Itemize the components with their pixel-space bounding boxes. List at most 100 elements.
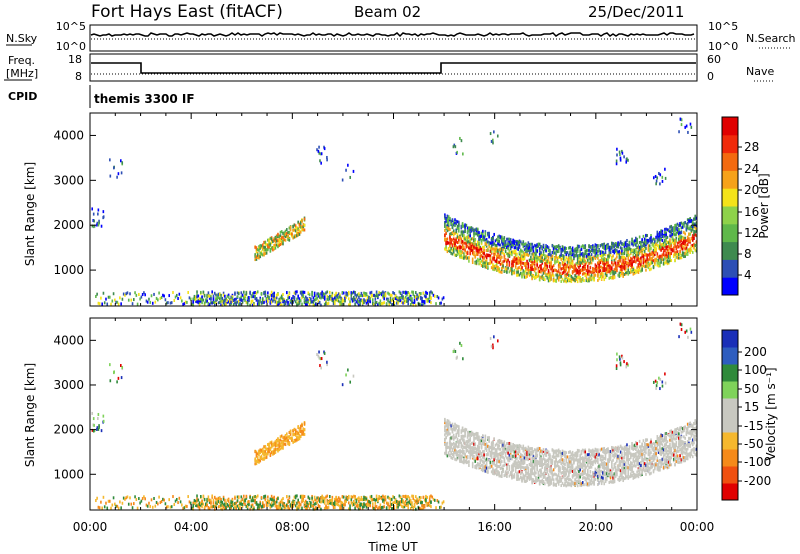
noise-left-tick-top: 10^5 [56,20,86,33]
power-cell [645,238,647,242]
velocity-cell [456,437,459,441]
power-cell [460,250,463,254]
power-cell [192,299,195,303]
power-cell [638,235,641,239]
power-cell [593,245,595,249]
power-cell [608,248,611,252]
power-cell [598,262,600,266]
power-cell [492,138,494,142]
velocity-cell [503,443,506,447]
power-cell [535,276,537,280]
power-cell [605,243,608,247]
power-cell [374,297,377,301]
velocity-cell [475,436,478,440]
power-cell [629,264,632,268]
power-cell [496,134,499,138]
power-cell [581,267,584,271]
power-cell [593,275,595,279]
velocity-cell [473,446,475,450]
power-cell [542,253,545,257]
power-cell [404,299,407,303]
power-cell [509,251,512,255]
power-cell [508,237,511,241]
velocity-cell [498,474,501,478]
power-cell [373,303,375,307]
power-cell [356,293,359,297]
power-cell [347,163,349,167]
velocity-cell [516,466,518,470]
power-cell [660,248,662,252]
velocity-cell [516,445,518,449]
power-cell [461,243,464,247]
power-cell [637,247,640,251]
velocity-cell [463,449,465,453]
power-cell [474,232,477,236]
velocity-cell [446,428,449,432]
power-cell [495,243,498,247]
power-cell [319,159,321,163]
power-cell [683,241,685,245]
power-cell [599,265,602,269]
power-cell [637,264,640,268]
power-cell [259,244,262,248]
power-cell [289,225,292,229]
power-cell [224,294,226,298]
power-cell [581,276,584,280]
velocity-cell [493,472,496,476]
power-cell [603,242,606,246]
power-cell [426,298,428,302]
velocity-cell [483,439,485,443]
power-cell [566,251,569,255]
power-cell [454,246,456,250]
power-cell [681,253,684,257]
power-cell [659,241,661,245]
power-cell [530,255,532,259]
power-cell [566,277,569,281]
power-cell [612,276,614,280]
power-cell [358,295,360,299]
noise-left-tick-bottom: 10^0 [56,40,86,53]
velocity-cell [457,440,460,444]
velocity-cell [469,433,471,437]
power-cell [447,222,450,226]
power-cell [570,248,573,252]
power-cell [495,245,498,249]
power-cell [511,260,513,264]
velocity-cell [516,464,518,468]
power-cell [301,290,303,294]
power-cell [675,236,678,240]
colorbar-tick-label: 16 [744,205,759,219]
velocity-cell [495,460,498,464]
power-cell [618,251,621,255]
power-cell [547,270,550,274]
power-cell [288,303,291,307]
velocity-cell [476,463,479,467]
power-cell [608,270,611,274]
velocity-cell [511,447,513,451]
velocity-cell [478,463,480,467]
freq-label-bottom: [MHz] [6,67,38,80]
power-cell [468,240,470,244]
power-cell [543,265,546,269]
power-cell [236,300,239,304]
power-cell [526,248,528,252]
power-cell [657,232,660,236]
power-cell [568,279,570,283]
power-cell [363,298,365,302]
power-cell [612,272,614,276]
power-cell [609,253,612,257]
power-cell [406,299,408,303]
power-cell [608,266,611,270]
power-cell [158,291,160,295]
power-cell [388,292,391,296]
power-cell [459,249,461,253]
power-cell [538,242,541,246]
power-cell [566,257,569,261]
velocity-cell [511,455,513,459]
velocity-cell [482,469,484,473]
power-cell [418,293,421,297]
power-cell [487,248,489,252]
power-cell [600,271,603,275]
power-cell [466,244,469,248]
power-cell [153,292,155,296]
